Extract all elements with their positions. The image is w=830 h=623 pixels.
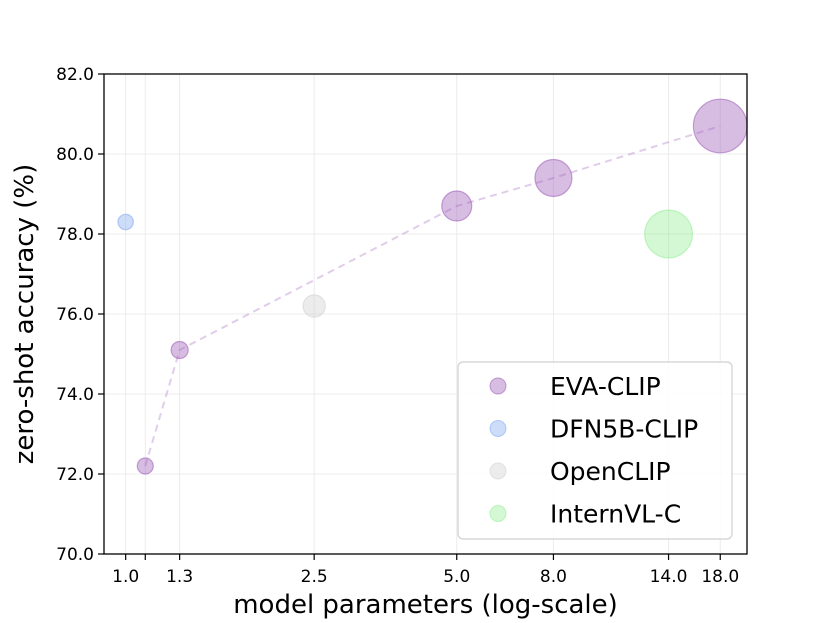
data-points — [117, 98, 748, 475]
legend-label: OpenCLIP — [550, 457, 671, 486]
x-tick-label: 5.0 — [443, 567, 470, 587]
legend-marker — [489, 505, 507, 522]
legend: EVA-CLIP DFN5B-CLIP OpenCLIP InternVL-C — [457, 361, 733, 540]
legend-marker — [489, 462, 507, 480]
data-point — [534, 158, 573, 198]
data-point — [302, 294, 326, 318]
y-tick-label: 82.0 — [56, 65, 94, 85]
y-tick-label: 70.0 — [56, 545, 94, 565]
data-point — [170, 340, 189, 360]
y-tick-label: 74.0 — [56, 385, 94, 405]
y-tick-label: 76.0 — [56, 305, 94, 325]
y-axis-ticks: 70.0 72.0 74.0 76.0 78.0 80.0 82.0 — [56, 65, 104, 565]
data-point — [136, 457, 154, 475]
y-tick-label: 80.0 — [56, 145, 94, 165]
grid — [104, 73, 747, 555]
x-axis-ticks: 1.0 1.3 2.5 5.0 8.0 14.0 18.0 — [112, 554, 739, 587]
legend-box — [457, 361, 733, 540]
legend-label: EVA-CLIP — [550, 372, 661, 401]
legend-marker — [489, 377, 507, 395]
data-point — [692, 98, 748, 154]
x-tick-label: 18.0 — [701, 567, 739, 587]
legend-label: InternVL-C — [550, 500, 681, 529]
x-axis-label: model parameters (log-scale) — [233, 590, 618, 620]
y-axis-label: zero-shot accuracy (%) — [10, 164, 40, 465]
x-tick-label: 1.3 — [166, 567, 193, 587]
x-tick-label: 14.0 — [650, 567, 688, 587]
data-point — [644, 209, 694, 259]
x-tick-label: 2.5 — [301, 567, 328, 587]
trend-line — [144, 125, 721, 467]
legend-label: DFN5B-CLIP — [550, 415, 698, 444]
y-tick-label: 78.0 — [56, 225, 94, 245]
y-tick-label: 72.0 — [56, 465, 94, 485]
x-tick-label: 8.0 — [540, 567, 567, 587]
trend-lines — [144, 125, 721, 467]
legend-marker — [489, 420, 507, 437]
x-tick-label: 1.0 — [112, 567, 139, 587]
data-point — [117, 213, 134, 231]
data-point — [441, 190, 473, 222]
